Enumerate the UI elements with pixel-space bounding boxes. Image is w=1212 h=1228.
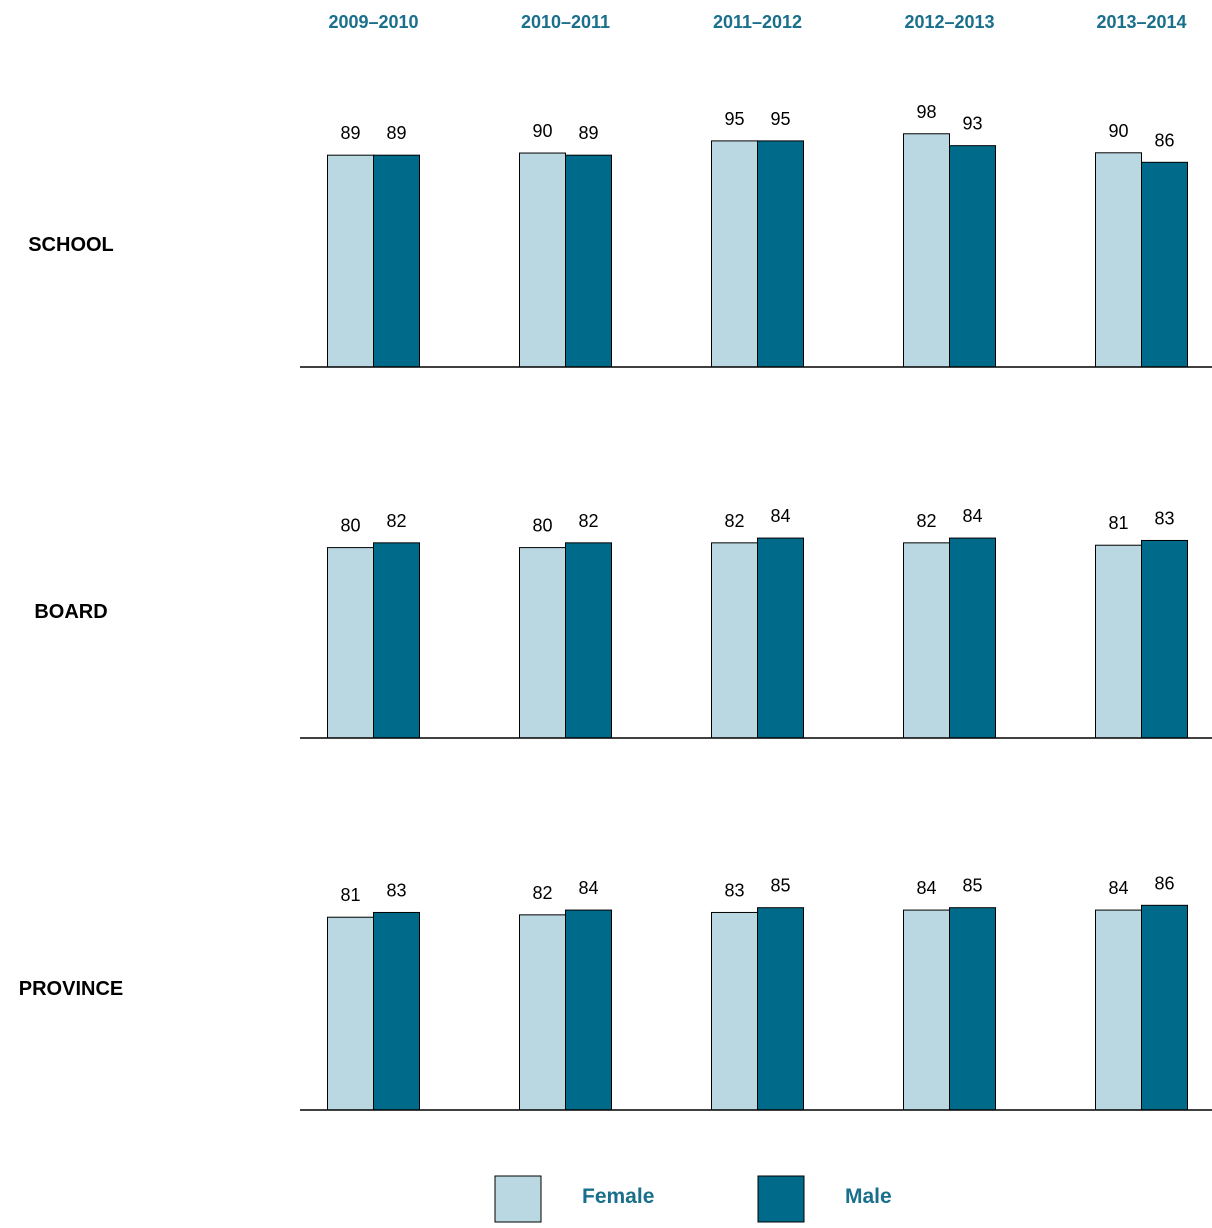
panel-board: BOARD 80 80 82 82 81 82 82 84 84 83 — [34, 506, 1212, 739]
value-label-board-female-1: 80 — [340, 516, 360, 536]
bar-board-male-3 — [757, 537, 804, 739]
value-label-board-female-5: 81 — [1108, 513, 1128, 533]
bar-school-female-1 — [327, 154, 374, 368]
value-label-school-female-4: 98 — [916, 102, 936, 122]
panel-school: SCHOOL 89 90 95 98 90 89 89 95 93 86 — [28, 102, 1212, 368]
bar-province-male-4 — [949, 907, 996, 1111]
value-label-board-male-4: 84 — [962, 506, 982, 526]
period-header-2010-2011: 2010–2011 — [521, 12, 610, 32]
value-label-board-female-4: 82 — [916, 511, 936, 531]
value-label-school-male-4: 93 — [962, 114, 982, 134]
value-label-board-female-2: 80 — [532, 516, 552, 536]
value-label-province-male-2: 84 — [578, 878, 598, 898]
legend-label-female: Female — [582, 1185, 654, 1208]
chart-panels: SCHOOL 89 90 95 98 90 89 89 95 93 86 BOARD 80 80 82 82 8… — [19, 102, 1212, 1111]
value-label-school-male-1: 89 — [386, 123, 406, 143]
bar-board-female-4 — [903, 542, 950, 739]
value-label-province-male-3: 85 — [770, 876, 790, 896]
bar-province-male-1 — [373, 911, 420, 1111]
bar-board-male-1 — [373, 542, 420, 739]
value-label-province-female-3: 83 — [724, 880, 744, 900]
bar-board-male-2 — [565, 542, 612, 739]
bar-school-female-2 — [519, 152, 566, 368]
legend-label-male: Male — [845, 1185, 892, 1208]
bar-board-female-2 — [519, 547, 566, 739]
value-label-board-male-1: 82 — [386, 511, 406, 531]
value-label-school-male-3: 95 — [770, 109, 790, 129]
value-label-province-female-4: 84 — [916, 878, 936, 898]
bar-province-male-2 — [565, 909, 612, 1111]
legend-swatch-female — [494, 1175, 542, 1223]
legend: Female Male — [494, 1175, 892, 1223]
value-label-province-female-1: 81 — [340, 885, 360, 905]
row-label-board: BOARD — [34, 601, 107, 623]
bar-school-male-5 — [1141, 161, 1188, 368]
period-header-2011-2012: 2011–2012 — [713, 12, 802, 32]
value-label-province-male-5: 86 — [1154, 873, 1174, 893]
bar-school-female-5 — [1095, 152, 1142, 368]
value-label-province-male-1: 83 — [386, 880, 406, 900]
bar-board-female-3 — [711, 542, 758, 739]
bar-province-male-5 — [1141, 904, 1188, 1111]
bar-board-male-5 — [1141, 539, 1188, 739]
value-label-province-female-5: 84 — [1108, 878, 1128, 898]
period-headers: 2009–2010 2010–2011 2011–2012 2012–2013 2013… — [328, 12, 1186, 32]
row-label-school: SCHOOL — [28, 234, 114, 256]
value-label-school-female-2: 90 — [532, 121, 552, 141]
value-label-school-male-5: 86 — [1154, 130, 1174, 150]
value-label-board-male-5: 83 — [1154, 508, 1174, 528]
bar-board-male-4 — [949, 537, 996, 739]
value-label-school-male-2: 89 — [578, 123, 598, 143]
value-label-school-female-3: 95 — [724, 109, 744, 129]
value-label-board-female-3: 82 — [724, 511, 744, 531]
bar-school-female-3 — [711, 140, 758, 368]
value-label-school-female-1: 89 — [340, 123, 360, 143]
bar-school-male-1 — [373, 154, 420, 368]
value-label-province-female-2: 82 — [532, 883, 552, 903]
row-label-province: PROVINCE — [19, 978, 123, 1000]
legend-swatch-male — [757, 1175, 805, 1223]
bar-province-female-2 — [519, 914, 566, 1111]
period-header-2009-2010: 2009–2010 — [328, 12, 418, 32]
value-label-province-male-4: 85 — [962, 876, 982, 896]
period-header-2013-2014: 2013–2014 — [1096, 12, 1186, 32]
bar-board-female-1 — [327, 547, 374, 739]
bar-school-female-4 — [903, 133, 950, 368]
bar-province-female-5 — [1095, 909, 1142, 1111]
panel-province: PROVINCE 81 82 83 84 84 83 84 85 85 86 — [19, 873, 1212, 1111]
bar-school-male-2 — [565, 154, 612, 368]
bar-province-female-3 — [711, 911, 758, 1111]
value-label-school-female-5: 90 — [1108, 121, 1128, 141]
bar-province-female-1 — [327, 916, 374, 1111]
value-label-board-male-3: 84 — [770, 506, 790, 526]
bar-board-female-5 — [1095, 544, 1142, 739]
bar-province-female-4 — [903, 909, 950, 1111]
bar-province-male-3 — [757, 907, 804, 1111]
period-header-2012-2013: 2012–2013 — [904, 12, 994, 32]
bar-school-male-3 — [757, 140, 804, 368]
value-label-board-male-2: 82 — [578, 511, 598, 531]
bar-school-male-4 — [949, 145, 996, 368]
